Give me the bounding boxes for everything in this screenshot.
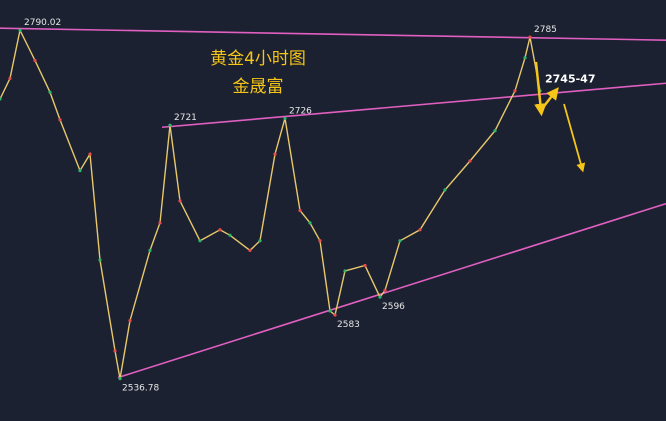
chart-title: 黄金4小时图 <box>210 49 306 69</box>
price-point <box>128 318 132 323</box>
trendline <box>0 27 666 41</box>
price-point <box>283 116 287 120</box>
price-point <box>218 228 222 232</box>
annotation: 2745-47 <box>545 73 596 86</box>
price-point <box>158 221 162 225</box>
price-point <box>258 239 262 243</box>
price-point <box>168 123 172 127</box>
arrow <box>540 87 559 111</box>
price-point <box>113 349 117 353</box>
price-point <box>118 377 122 381</box>
price-point <box>178 199 182 203</box>
point-label: 2785 <box>534 25 557 35</box>
point-label: 2790.02 <box>24 18 61 28</box>
price-point <box>33 58 37 63</box>
price-point <box>468 159 472 163</box>
price-point <box>398 239 402 243</box>
price-point <box>58 118 62 122</box>
price-point <box>418 228 422 232</box>
point-label: 2721 <box>174 113 197 123</box>
price-point <box>88 152 92 156</box>
price-point <box>513 89 517 93</box>
price-point <box>248 248 252 252</box>
point-label: 2536.78 <box>122 384 159 394</box>
arrow <box>534 61 547 117</box>
price-point <box>343 269 347 273</box>
price-point <box>0 97 2 101</box>
price-point <box>273 152 277 156</box>
price-point <box>523 56 527 60</box>
price-point <box>148 248 152 252</box>
chart-subtitle: 金晟富 <box>233 77 284 97</box>
price-point <box>383 288 387 292</box>
price-point <box>443 188 447 192</box>
point-label: 2583 <box>337 320 360 330</box>
price-point <box>378 295 382 299</box>
point-label: 2596 <box>382 302 405 312</box>
price-point <box>308 221 312 225</box>
price-point <box>18 28 22 32</box>
price-point <box>48 90 52 94</box>
price-point <box>298 208 302 213</box>
price-point <box>363 263 367 268</box>
price-point <box>333 313 337 317</box>
price-point <box>493 129 497 133</box>
trendline <box>117 202 666 379</box>
trendline <box>161 82 666 129</box>
price-point <box>198 239 202 243</box>
price-point <box>8 76 12 81</box>
arrow <box>563 103 586 173</box>
price-point <box>98 258 102 262</box>
point-label: 2726 <box>289 106 312 116</box>
price-point <box>328 309 332 313</box>
forecast-arrows <box>534 61 586 173</box>
price-point <box>528 35 532 39</box>
price-point <box>318 239 322 243</box>
price-point <box>228 233 232 237</box>
price-point <box>78 169 82 173</box>
